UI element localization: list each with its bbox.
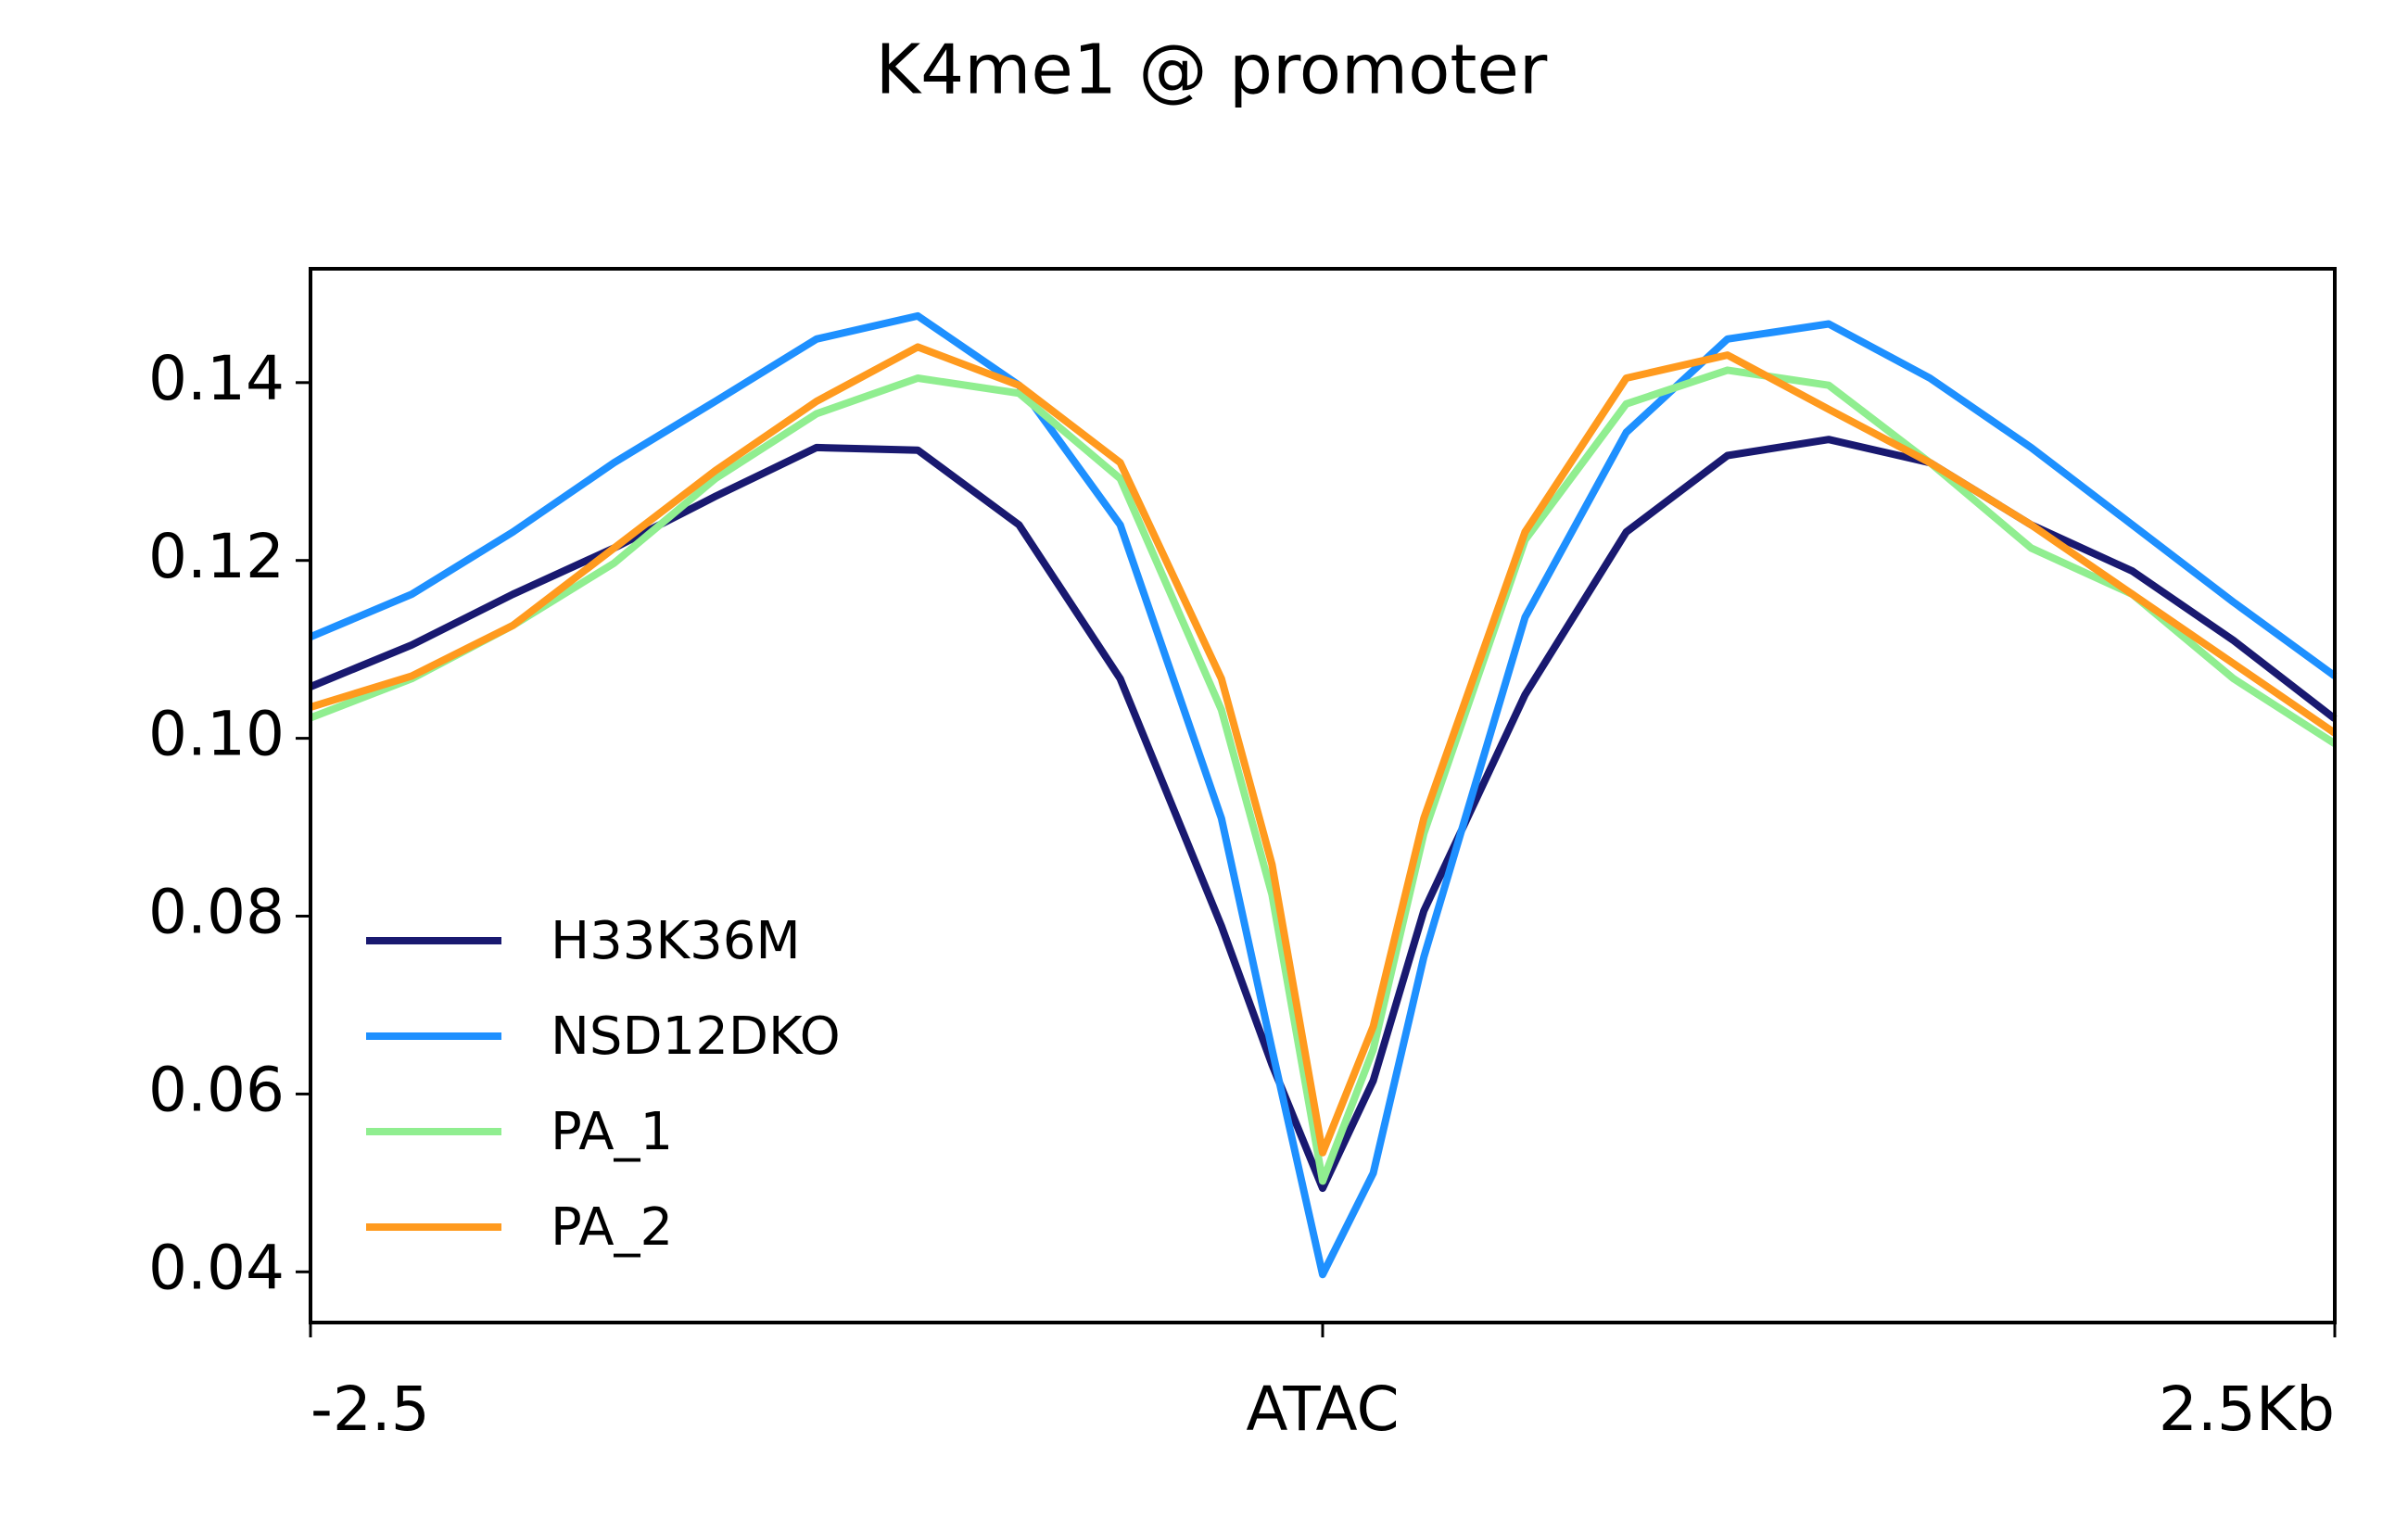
legend-label: PA_1 xyxy=(551,1102,673,1162)
x-tick-label: 2.5Kb xyxy=(2159,1374,2335,1445)
y-tick-label: 0.14 xyxy=(148,343,285,414)
legend-label: H33K36M xyxy=(551,911,801,971)
y-tick-label: 0.06 xyxy=(148,1054,285,1125)
series-line xyxy=(309,343,2338,1157)
plot-frame xyxy=(309,267,2337,1324)
series-line xyxy=(309,311,2338,1279)
series-line xyxy=(309,366,2338,1185)
y-tick-label: 0.08 xyxy=(148,877,285,948)
x-tick-label: ATAC xyxy=(1246,1374,1399,1445)
y-tick-label: 0.04 xyxy=(148,1232,285,1303)
chart-title: K4me1 @ promoter xyxy=(876,31,1548,110)
x-tick-label: -2.5 xyxy=(311,1374,430,1445)
legend-label: NSD12DKO xyxy=(551,1007,841,1067)
legend-label: PA_2 xyxy=(551,1197,673,1258)
y-tick-label: 0.12 xyxy=(148,521,285,592)
y-tick-label: 0.10 xyxy=(148,699,285,770)
